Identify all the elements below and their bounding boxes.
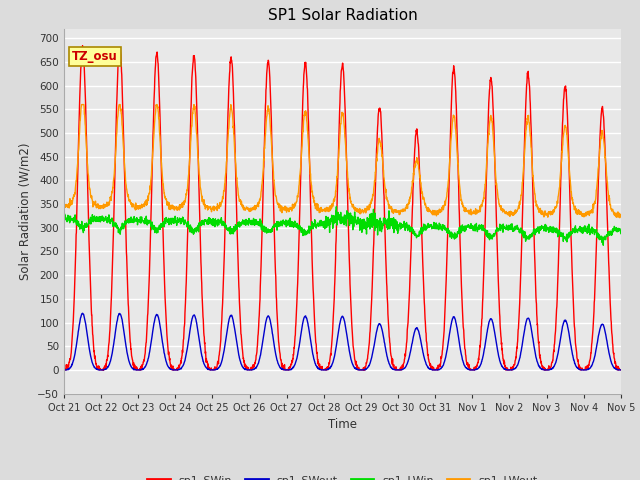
sp1_SWout — [60, 367, 68, 373]
sp1_LWin — [371, 228, 379, 234]
sp1_LWout — [359, 207, 367, 213]
sp1_LWout — [371, 179, 379, 185]
sp1_LWout — [616, 215, 623, 221]
sp1_LWin — [504, 225, 512, 231]
Line: sp1_LWin: sp1_LWin — [64, 207, 621, 245]
Y-axis label: Solar Radiation (W/m2): Solar Radiation (W/m2) — [19, 143, 32, 280]
sp1_LWout — [617, 212, 625, 218]
sp1_LWin — [568, 230, 575, 236]
sp1_LWout — [60, 204, 68, 209]
sp1_SWout — [371, 339, 379, 345]
sp1_SWin — [216, 349, 223, 355]
sp1_SWin — [617, 367, 625, 373]
sp1_SWout — [584, 367, 591, 372]
sp1_SWin — [359, 367, 367, 373]
Line: sp1_LWout: sp1_LWout — [64, 105, 621, 218]
sp1_LWout — [77, 102, 85, 108]
sp1_SWin — [371, 205, 379, 211]
sp1_LWin — [216, 219, 223, 225]
sp1_LWin — [333, 204, 340, 210]
sp1_SWin — [568, 258, 575, 264]
X-axis label: Time: Time — [328, 418, 357, 431]
sp1_SWin — [584, 363, 591, 369]
sp1_SWout — [504, 367, 512, 373]
sp1_LWin — [617, 231, 625, 237]
sp1_LWin — [60, 217, 68, 223]
Legend: sp1_SWin, sp1_SWout, sp1_LWin, sp1_LWout: sp1_SWin, sp1_SWout, sp1_LWin, sp1_LWout — [143, 470, 542, 480]
sp1_SWout — [617, 367, 625, 373]
sp1_LWout — [568, 195, 575, 201]
sp1_LWout — [504, 212, 512, 218]
Line: sp1_SWin: sp1_SWin — [64, 46, 621, 370]
sp1_SWin — [60, 367, 68, 373]
sp1_LWout — [216, 204, 223, 210]
sp1_SWout — [79, 311, 86, 316]
sp1_SWout — [359, 367, 367, 373]
Text: TZ_osu: TZ_osu — [72, 50, 118, 63]
sp1_SWout — [568, 348, 575, 353]
sp1_SWout — [216, 364, 223, 370]
Title: SP1 Solar Radiation: SP1 Solar Radiation — [268, 9, 417, 24]
sp1_LWin — [600, 242, 607, 248]
sp1_SWin — [504, 367, 512, 372]
sp1_LWin — [584, 230, 591, 236]
sp1_LWin — [359, 221, 367, 227]
Line: sp1_SWout: sp1_SWout — [64, 313, 621, 370]
sp1_LWout — [584, 209, 591, 215]
sp1_SWin — [79, 43, 86, 48]
